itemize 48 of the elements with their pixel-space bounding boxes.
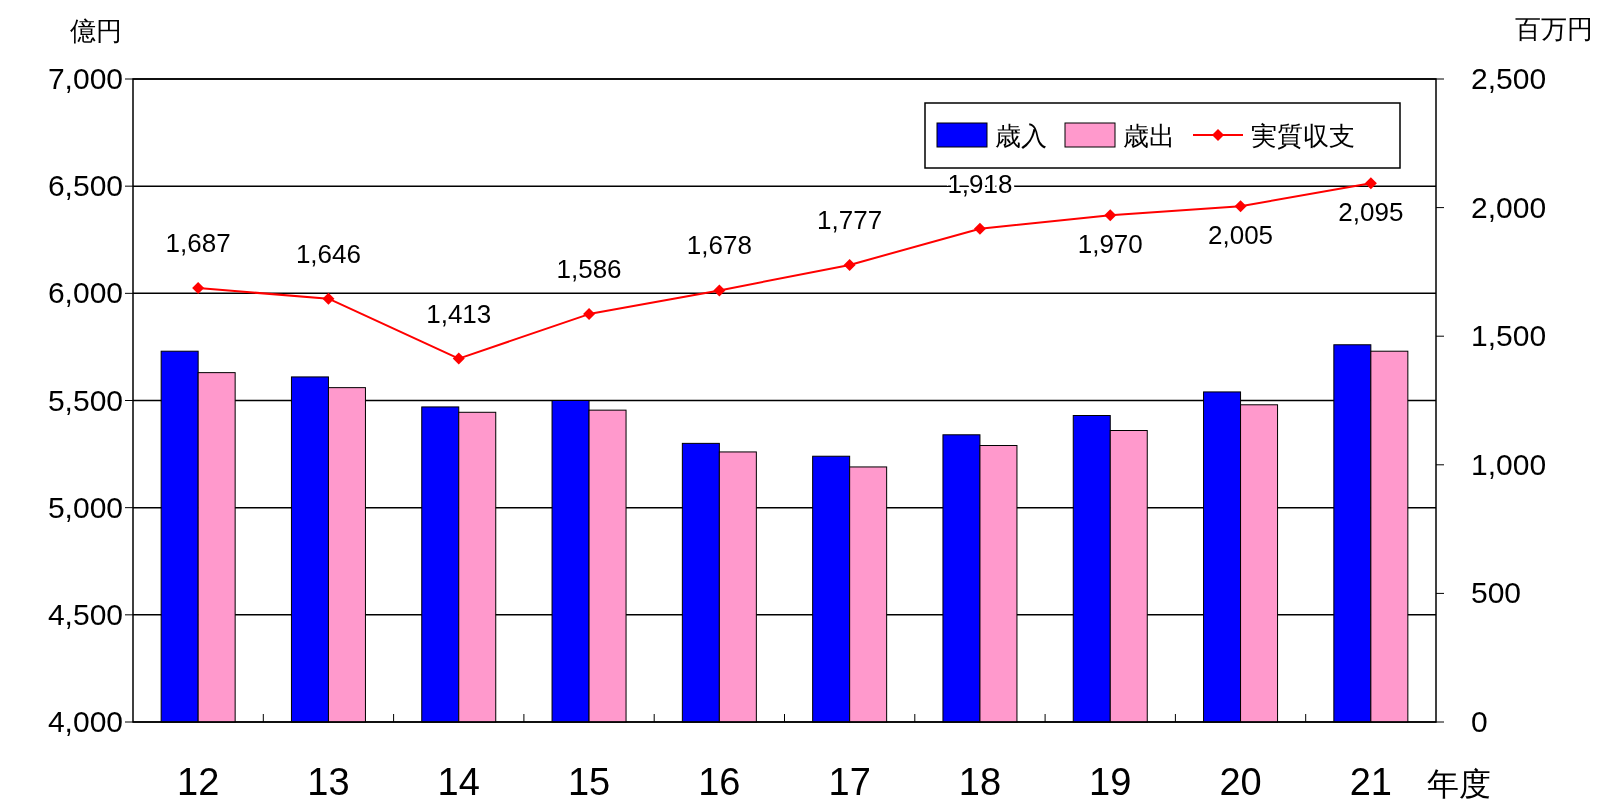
y-tick-label: 5,000: [47, 490, 123, 524]
point: [973, 222, 986, 235]
y-tick-label: 5,500: [47, 383, 123, 417]
x-tick-label: 13: [307, 761, 350, 803]
x-tick-label: 14: [437, 761, 480, 803]
data-label: 1,646: [295, 238, 361, 269]
point: [1364, 177, 1377, 190]
legend-label: 歳入: [995, 121, 1047, 151]
x-tick-label: 15: [567, 761, 611, 803]
y2-tick-label: 1,500: [1471, 319, 1547, 353]
y-tick-label: 6,000: [47, 276, 123, 310]
x-axis-title: 年度: [1427, 766, 1491, 802]
y-tick-label: 7,000: [47, 62, 123, 95]
point: [192, 282, 205, 295]
x-tick-label: 12: [177, 761, 220, 803]
x-tick-label: 19: [1089, 761, 1132, 803]
y-tick-label: 4,000: [47, 705, 123, 738]
point: [1234, 200, 1247, 213]
y2-tick-label: 0: [1471, 705, 1488, 738]
point: [583, 308, 596, 321]
x-tick-label: 18: [958, 761, 1002, 803]
x-tick-label: 16: [698, 761, 741, 803]
y2-tick-label: 500: [1471, 576, 1522, 610]
point: [1104, 209, 1117, 222]
y2-axis-title: 百万円: [1515, 14, 1593, 44]
data-label: 1,413: [426, 298, 492, 329]
point: [843, 258, 856, 271]
data-label: 1,678: [686, 230, 752, 261]
point: [713, 284, 726, 297]
point: [322, 292, 335, 305]
x-tick-label: 20: [1219, 761, 1262, 803]
legend-label: 実質収支: [1251, 121, 1355, 151]
y2-tick-label: 2,500: [1471, 62, 1547, 95]
y-axis-title: 億円: [70, 16, 122, 46]
point: [452, 352, 465, 365]
data-label: 2,095: [1338, 197, 1404, 228]
y-tick-label: 6,500: [47, 169, 123, 203]
y2-tick-label: 1,000: [1471, 447, 1547, 481]
x-tick-label: 17: [828, 761, 871, 803]
data-label: 1,687: [165, 228, 231, 259]
y-tick-label: 4,500: [47, 597, 123, 631]
data-label: 1,970: [1077, 229, 1143, 260]
data-label: 1,586: [556, 254, 622, 285]
y2-tick-label: 2,000: [1471, 190, 1547, 224]
legend-label: 歳出: [1123, 121, 1175, 151]
x-tick-label: 21: [1349, 761, 1392, 803]
data-label: 2,005: [1208, 220, 1274, 251]
data-label: 1,777: [817, 204, 883, 235]
